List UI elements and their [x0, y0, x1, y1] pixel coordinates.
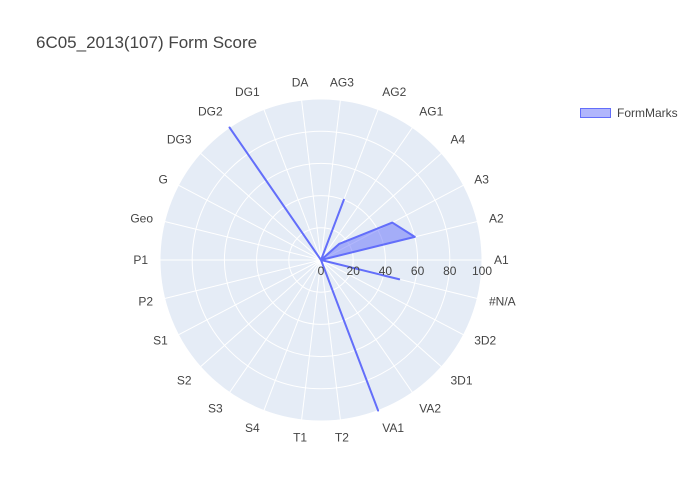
legend-swatch-formmarks: [580, 108, 611, 118]
radial-tick-label: 0: [318, 264, 325, 278]
radial-tick-label: 60: [411, 264, 425, 278]
angular-gridline: [320, 127, 413, 261]
angular-tick-labels: A1 A2 A3 A4 AG1 AG2 AG3 DA DG1 DG2 DG3 G Geo P1 P2 S1 S2…: [130, 75, 515, 444]
category-label: S2: [177, 374, 192, 388]
category-label: DG2: [198, 105, 223, 119]
category-label: S4: [245, 421, 260, 435]
category-label: T1: [293, 431, 307, 445]
category-label: A3: [474, 173, 489, 187]
category-label: DA: [292, 75, 309, 89]
category-label: G: [158, 173, 167, 187]
radial-tick-label: 20: [347, 264, 361, 278]
angular-gridline: [320, 259, 341, 420]
angular-gridline: [263, 259, 322, 411]
angular-gridline: [229, 259, 322, 393]
category-label: 3D2: [474, 333, 496, 347]
radial-tick-label: 80: [443, 264, 457, 278]
angular-gridline: [178, 259, 322, 336]
angular-gridline: [164, 259, 322, 300]
radial-tick-labels: 0 20 40 60 80 100: [318, 264, 493, 278]
category-label: P2: [138, 294, 153, 308]
series-layer: [228, 126, 416, 412]
category-label: Geo: [130, 212, 153, 226]
angular-gridline: [320, 259, 464, 336]
angular-gridline: [200, 259, 322, 368]
angular-gridline: [263, 109, 322, 261]
category-label: VA2: [419, 401, 441, 415]
category-label: A4: [451, 132, 466, 146]
category-label: P1: [133, 253, 148, 267]
category-label: #N/A: [489, 294, 516, 308]
category-label: S1: [153, 333, 168, 347]
legend-label-formmarks: FormMarks: [617, 106, 678, 120]
angular-gridline: [320, 259, 442, 368]
legend[interactable]: FormMarks: [580, 106, 678, 120]
chart-title: 6C05_2013(107) Form Score: [36, 33, 258, 52]
angular-gridline: [164, 220, 322, 261]
category-label: AG1: [419, 105, 443, 119]
radial-tick-label: 40: [379, 264, 393, 278]
category-label: AG3: [330, 75, 354, 89]
category-label: AG2: [382, 85, 406, 99]
category-label: A1: [494, 253, 509, 267]
category-label: VA1: [382, 421, 404, 435]
angular-gridline: [178, 184, 322, 261]
category-label: 3D1: [451, 374, 473, 388]
radial-tick-label: 100: [472, 264, 492, 278]
category-label: A2: [489, 212, 504, 226]
category-label: DG3: [167, 132, 192, 146]
angular-gridline: [200, 152, 322, 261]
angular-gridline: [320, 259, 413, 393]
angular-gridline: [301, 100, 322, 261]
category-label: T2: [335, 431, 349, 445]
category-label: DG1: [235, 85, 260, 99]
angular-gridline: [301, 259, 322, 420]
angular-gridline: [320, 100, 341, 261]
category-label: S3: [208, 401, 223, 415]
